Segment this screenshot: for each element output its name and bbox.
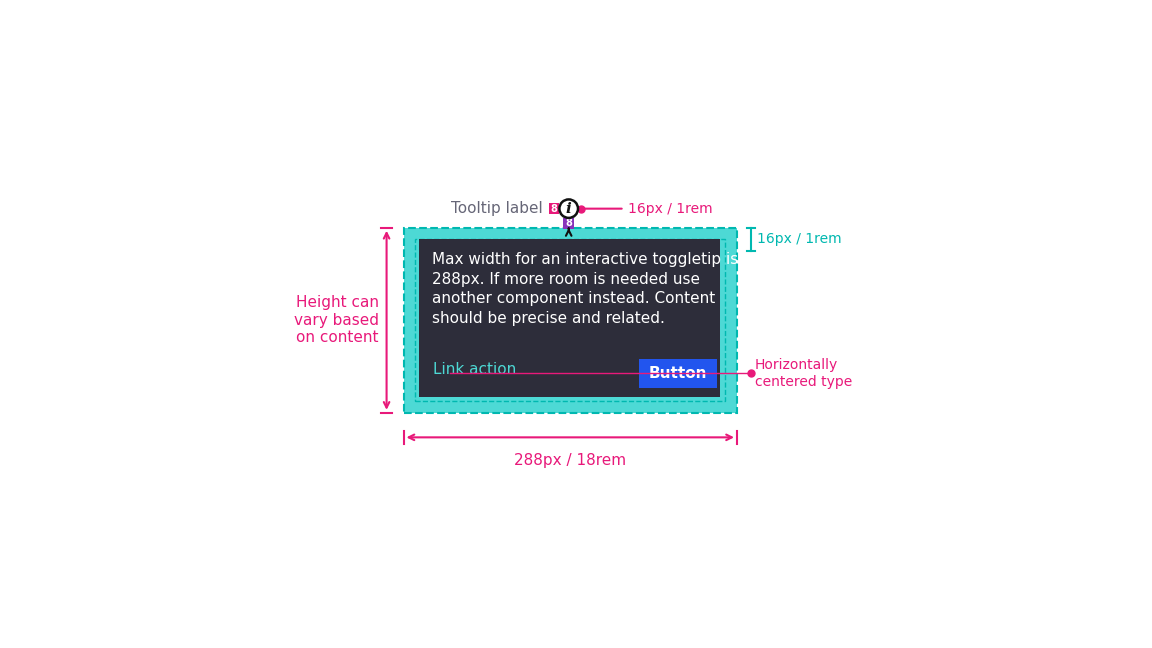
Text: Tooltip label: Tooltip label <box>450 201 543 216</box>
Bar <box>419 240 720 397</box>
Text: Max width for an interactive toggletip is
288px. If more room is needed use
anot: Max width for an interactive toggletip i… <box>432 252 737 326</box>
Circle shape <box>560 200 578 218</box>
Text: Button: Button <box>649 366 707 381</box>
Text: 16px / 1rem: 16px / 1rem <box>628 202 713 216</box>
Text: 16px / 1rem: 16px / 1rem <box>757 233 842 246</box>
Bar <box>639 359 717 388</box>
Text: 8: 8 <box>551 203 558 214</box>
Text: i: i <box>566 202 571 216</box>
Text: Link action: Link action <box>433 362 516 377</box>
Text: Height can
vary based
on content: Height can vary based on content <box>294 295 379 345</box>
Text: Horizontally
centered type: Horizontally centered type <box>755 358 852 389</box>
Bar <box>415 240 726 401</box>
Bar <box>548 203 560 214</box>
Text: 288px / 18rem: 288px / 18rem <box>514 453 627 468</box>
Text: 8: 8 <box>566 218 573 228</box>
Bar <box>403 228 737 413</box>
Bar <box>563 218 574 229</box>
